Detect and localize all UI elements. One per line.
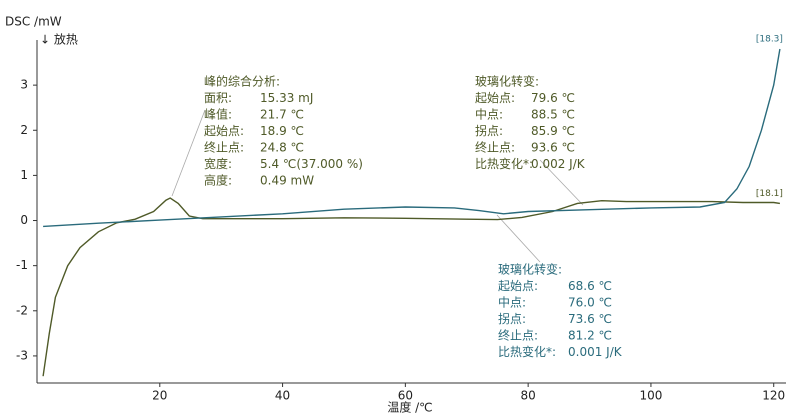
y-axis-label: DSC /mW xyxy=(5,15,62,29)
leader-line xyxy=(539,159,584,206)
annotation-title: 峰的综合分析: xyxy=(204,74,280,89)
annotation-label: 面积: xyxy=(204,91,232,105)
annotation-label: 终止点: xyxy=(204,140,244,155)
annotation-value: 68.6 ℃ xyxy=(568,279,612,293)
annotation-label: 拐点: xyxy=(498,311,526,326)
annotation-value: 85.9 ℃ xyxy=(531,124,575,138)
annotation-value: 0.001 J/K xyxy=(568,345,623,359)
annotation-value: 73.6 ℃ xyxy=(568,312,612,326)
series-label: [18.3] xyxy=(756,35,783,45)
y-tick-label: 3 xyxy=(20,78,28,92)
annotation: 玻璃化转变: 起始点: 79.6 ℃ 中点: 88.5 ℃ 拐点: 85.9 ℃ 终止点: 93… xyxy=(475,74,586,172)
annotation-value: 81.2 ℃ xyxy=(568,329,612,343)
series-line xyxy=(43,48,781,228)
annotation-value: 0.002 J/K xyxy=(531,157,586,171)
annotation-label: 起始点: xyxy=(475,91,515,105)
annotation-label: 宽度: xyxy=(204,156,232,171)
leader-lines xyxy=(171,109,584,263)
annotation-label: 中点: xyxy=(498,295,526,310)
annotation-label: 峰值: xyxy=(204,107,232,122)
y-tick-label: -1 xyxy=(16,258,28,272)
annotation-label: 高度: xyxy=(204,173,232,188)
annotation-label: 起始点: xyxy=(498,279,538,293)
annotation-value: 5.4 ℃(37.000 %) xyxy=(260,157,363,171)
annotation-label: 比热变化*: xyxy=(475,156,533,171)
y-tick-label: 2 xyxy=(20,123,28,137)
y-tick-label: -2 xyxy=(16,303,28,317)
annotation-value: 79.6 ℃ xyxy=(531,91,575,105)
annotation-label: 中点: xyxy=(475,107,503,122)
annotation-value: 24.8 ℃ xyxy=(260,141,304,155)
annotation-value: 93.6 ℃ xyxy=(531,141,575,155)
annotation-label: 比热变化*: xyxy=(498,344,556,359)
x-tick-label: 120 xyxy=(762,389,785,403)
annotation-label: 起始点: xyxy=(204,124,244,138)
x-tick-label: 40 xyxy=(275,389,290,403)
leader-line xyxy=(496,214,541,263)
y-axis-sublabel: ↓ 放热 xyxy=(40,32,78,47)
x-tick-label: 60 xyxy=(398,389,413,403)
annotation-value: 76.0 ℃ xyxy=(568,296,612,310)
annotation-value: 88.5 ℃ xyxy=(531,108,575,122)
series-line xyxy=(42,197,781,377)
annotation-label: 终止点: xyxy=(475,140,515,155)
annotation-value: 15.33 mJ xyxy=(260,91,313,105)
x-tick-label: 80 xyxy=(521,389,536,403)
annotation: 玻璃化转变: 起始点: 68.6 ℃ 中点: 76.0 ℃ 拐点: 73.6 ℃ 终止点: 81… xyxy=(498,262,623,360)
annotation-value: 18.9 ℃ xyxy=(260,124,304,138)
x-tick-label: 100 xyxy=(639,389,662,403)
annotation-value: 0.49 mW xyxy=(260,174,314,188)
y-tick-label: 0 xyxy=(20,213,28,227)
annotation: 峰的综合分析: 面积: 15.33 mJ 峰值: 21.7 ℃ 起始点: 18.9 ℃ 终止点… xyxy=(204,74,363,188)
y-tick-label: 1 xyxy=(20,168,28,182)
annotation-title: 玻璃化转变: xyxy=(498,262,562,277)
annotation-value: 21.7 ℃ xyxy=(260,108,304,122)
annotation-title: 玻璃化转变: xyxy=(475,74,539,89)
annotation-label: 终止点: xyxy=(498,328,538,343)
leader-line xyxy=(171,109,206,197)
x-axis-label: 温度 /℃ xyxy=(387,400,432,415)
x-tick-label: 20 xyxy=(152,389,167,403)
series-label: [18.1] xyxy=(756,189,783,199)
y-tick-label: -3 xyxy=(16,348,28,362)
annotation-label: 拐点: xyxy=(475,123,503,138)
